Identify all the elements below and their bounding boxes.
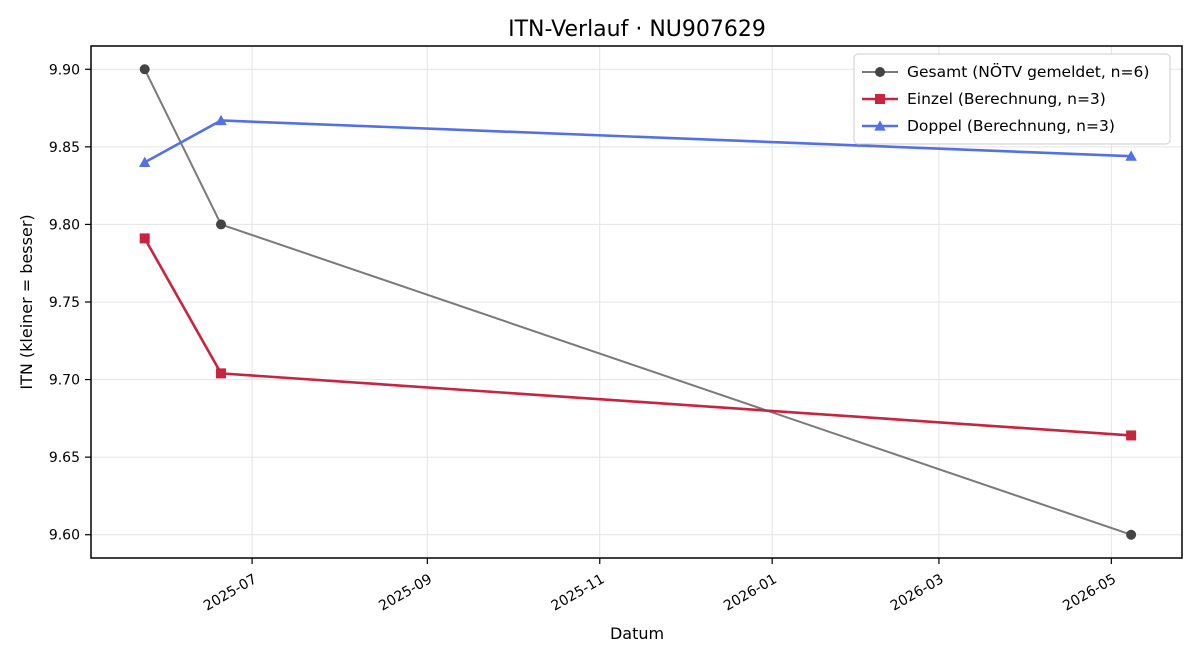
data-point-triangle — [138, 156, 151, 167]
y-tick-label: 9.80 — [49, 217, 80, 233]
chart-title: ITN-Verlauf · NU907629 — [508, 17, 766, 42]
data-point-circle — [216, 219, 227, 230]
legend-label: Einzel (Berechnung, n=3) — [907, 90, 1106, 108]
y-tick-label: 9.90 — [49, 62, 80, 78]
x-axis-label: Datum — [610, 624, 664, 643]
data-point-square — [216, 368, 227, 379]
data-point-triangle — [874, 120, 886, 131]
data-point-triangle — [1125, 150, 1137, 161]
data-point-square — [875, 94, 885, 104]
y-tick-label: 9.85 — [49, 140, 80, 156]
legend-label: Doppel (Berechnung, n=3) — [907, 117, 1115, 135]
data-point-circle — [1126, 529, 1137, 540]
series-markers — [138, 64, 1137, 540]
y-tick-label: 9.60 — [49, 528, 80, 544]
data-point-circle — [875, 67, 885, 77]
y-tick-label: 9.75 — [49, 295, 80, 311]
y-axis: 9.60 9.65 9.70 9.75 9.80 9.85 9.90 — [49, 62, 91, 544]
grid-lines — [91, 46, 1182, 558]
legend: Gesamt (NÖTV gemeldet, n=6) Einzel (Berec… — [853, 53, 1171, 145]
data-point-triangle — [215, 114, 227, 126]
legend-label: Gesamt (NÖTV gemeldet, n=6) — [907, 62, 1149, 81]
legend-box — [853, 53, 1171, 145]
y-axis-label: ITN (kleiner = besser) — [17, 214, 36, 389]
data-point-circle — [139, 64, 150, 75]
data-point-square — [139, 233, 150, 244]
y-tick-label: 9.65 — [49, 450, 80, 466]
y-tick-label: 9.70 — [49, 373, 80, 389]
data-point-square — [1126, 430, 1137, 441]
